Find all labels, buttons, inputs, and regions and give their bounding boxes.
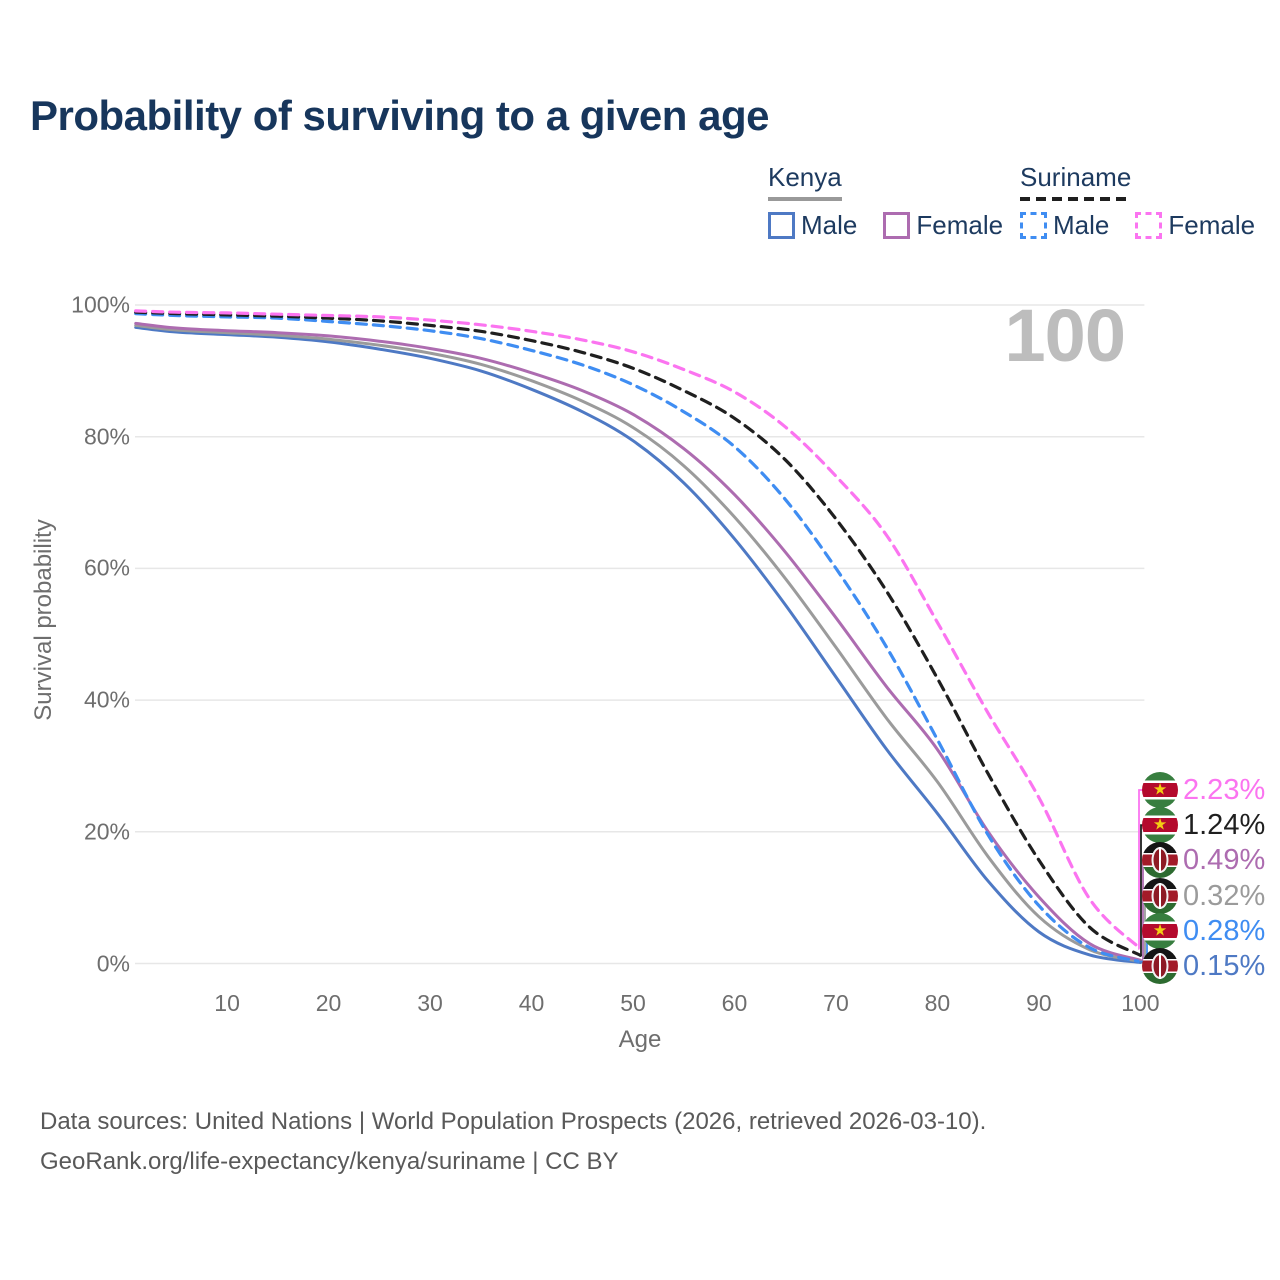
x-tick-label: 80 — [924, 990, 951, 1016]
legend-item-kenya-female[interactable]: Female — [883, 210, 1003, 241]
legend-country-kenya: Kenya — [768, 162, 842, 192]
suriname-flag-icon — [1142, 807, 1178, 844]
y-tick-label: 20% — [83, 818, 130, 845]
end-label-row-kenya-female: 0.49% — [1142, 842, 1266, 879]
series-line-kenya-all[interactable] — [134, 323, 1142, 963]
series-line-kenya-male[interactable] — [134, 325, 1142, 964]
x-tick-label: 90 — [1026, 990, 1052, 1016]
end-value-label: 0.15% — [1183, 950, 1266, 982]
y-tick-label: 60% — [83, 554, 130, 581]
age-watermark: 100 — [1004, 294, 1126, 377]
data-sources-note: Data sources: United Nations | World Pop… — [40, 1108, 987, 1135]
kenya-male-swatch-icon — [768, 212, 795, 239]
end-label-row-suriname-all: 1.24% — [1142, 807, 1266, 844]
kenya-female-swatch-icon — [883, 212, 911, 239]
legend-item-label: Female — [1168, 210, 1256, 240]
kenya-line-style-swatch — [768, 197, 842, 201]
kenya-flag-icon — [1142, 877, 1178, 914]
kenya-flag-icon — [1142, 842, 1178, 879]
attribution-note: GeoRank.org/life-expectancy/kenya/surina… — [40, 1148, 619, 1175]
x-axis-title: Age — [618, 1026, 662, 1053]
y-tick-label: 100% — [71, 291, 130, 318]
series-line-kenya-female[interactable] — [134, 321, 1142, 962]
end-value-label: 0.32% — [1183, 879, 1266, 912]
suriname-flag-icon — [1142, 772, 1178, 808]
page-title: Probability of surviving to a given age — [30, 92, 769, 139]
chart-legend: Kenya Male Female Suriname — [0, 162, 1280, 242]
y-tick-label: 0% — [96, 950, 130, 976]
x-tick-label: 100 — [1121, 990, 1160, 1016]
x-tick-label: 40 — [518, 990, 545, 1016]
end-value-label: 1.24% — [1183, 809, 1266, 842]
series-line-suriname-male[interactable] — [134, 312, 1142, 964]
end-value-label: 0.28% — [1183, 914, 1266, 947]
end-value-label: 2.23% — [1183, 774, 1266, 806]
series-line-suriname-female[interactable] — [134, 309, 1142, 951]
legend-country-suriname: Suriname — [1020, 162, 1132, 192]
series-line-suriname-all[interactable] — [134, 310, 1142, 957]
legend-item-label: Male — [801, 210, 858, 240]
suriname-male-swatch-icon — [1020, 212, 1047, 239]
legend-item-suriname-male[interactable]: Male — [1020, 210, 1109, 241]
suriname-female-swatch-icon — [1135, 212, 1163, 239]
end-label-row-suriname-female: 2.23% — [1142, 772, 1265, 808]
kenya-flag-icon — [1142, 948, 1178, 984]
x-tick-label: 70 — [823, 990, 849, 1016]
legend-group-suriname: Suriname Male Female — [1020, 162, 1255, 241]
x-tick-label: 60 — [721, 990, 748, 1016]
end-label-row-suriname-male: 0.28% — [1142, 912, 1266, 949]
end-label-row-kenya-all: 0.32% — [1142, 877, 1266, 914]
x-tick-label: 50 — [620, 990, 646, 1016]
y-tick-label: 80% — [83, 423, 130, 450]
suriname-line-style-swatch — [1020, 197, 1132, 201]
end-value-label: 0.49% — [1183, 844, 1266, 877]
x-tick-label: 20 — [315, 990, 342, 1016]
x-tick-label: 30 — [417, 990, 443, 1016]
suriname-flag-icon — [1142, 912, 1178, 949]
y-tick-label: 40% — [83, 686, 130, 713]
legend-group-kenya: Kenya Male Female — [768, 162, 1003, 241]
x-tick-label: 10 — [214, 990, 240, 1016]
legend-item-label: Female — [916, 210, 1004, 240]
end-label-row-kenya-male: 0.15% — [1142, 948, 1265, 984]
legend-item-suriname-female[interactable]: Female — [1135, 210, 1255, 241]
legend-item-kenya-male[interactable]: Male — [768, 210, 857, 241]
y-axis-title: Survival probability — [30, 519, 57, 721]
legend-item-label: Male — [1053, 210, 1110, 240]
